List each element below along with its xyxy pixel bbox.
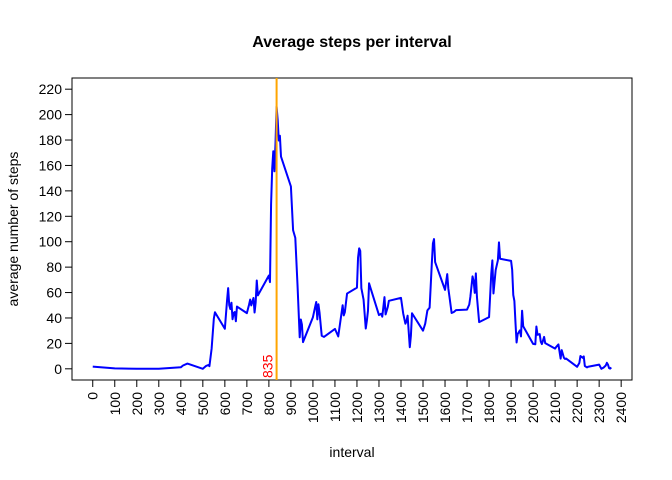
x-tick-label: 900: [283, 392, 299, 416]
y-tick-label: 0: [54, 361, 62, 377]
x-tick-label: 100: [107, 392, 123, 416]
x-axis-label: interval: [329, 444, 374, 460]
x-tick-label: 0: [85, 392, 101, 400]
x-tick-label: 2100: [547, 392, 563, 423]
y-tick-label: 180: [39, 132, 63, 148]
x-tick-label: 2000: [525, 392, 541, 423]
y-tick-label: 80: [46, 259, 62, 275]
x-tick-label: 1600: [437, 392, 453, 423]
x-tick-label: 1100: [327, 392, 343, 422]
x-tick-label: 1200: [349, 392, 365, 423]
x-tick-label: 700: [239, 392, 255, 416]
y-tick-label: 200: [39, 107, 63, 123]
x-tick-label: 1400: [393, 392, 409, 423]
x-tick-label: 600: [217, 392, 233, 416]
x-tick-label: 800: [261, 392, 277, 416]
x-tick-label: 1700: [459, 392, 475, 423]
series-line: [92, 105, 612, 370]
x-tick-label: 300: [151, 392, 167, 416]
x-tick-label: 1000: [305, 392, 321, 423]
x-tick-label: 200: [129, 392, 145, 416]
y-tick-label: 140: [39, 183, 63, 199]
y-tick-label: 40: [46, 310, 62, 326]
y-axis-label: average number of steps: [5, 152, 21, 307]
x-tick-label: 400: [173, 392, 189, 416]
x-tick-label: 1900: [503, 392, 519, 423]
y-tick-label: 160: [39, 157, 63, 173]
y-tick-label: 100: [39, 234, 63, 250]
x-tick-label: 1300: [371, 392, 387, 423]
x-tick-label: 2200: [569, 392, 585, 423]
x-tick-label: 2300: [591, 392, 607, 423]
chart-title: Average steps per interval: [252, 34, 452, 51]
x-tick-label: 500: [195, 392, 211, 416]
y-tick-label: 60: [46, 285, 62, 301]
y-tick-label: 120: [39, 208, 63, 224]
x-tick-label: 2400: [613, 392, 629, 423]
y-tick-label: 220: [39, 81, 63, 97]
x-tick-label: 1500: [415, 392, 431, 423]
reference-label: 835: [260, 354, 276, 378]
x-tick-label: 1800: [481, 392, 497, 423]
y-tick-label: 20: [46, 335, 62, 351]
